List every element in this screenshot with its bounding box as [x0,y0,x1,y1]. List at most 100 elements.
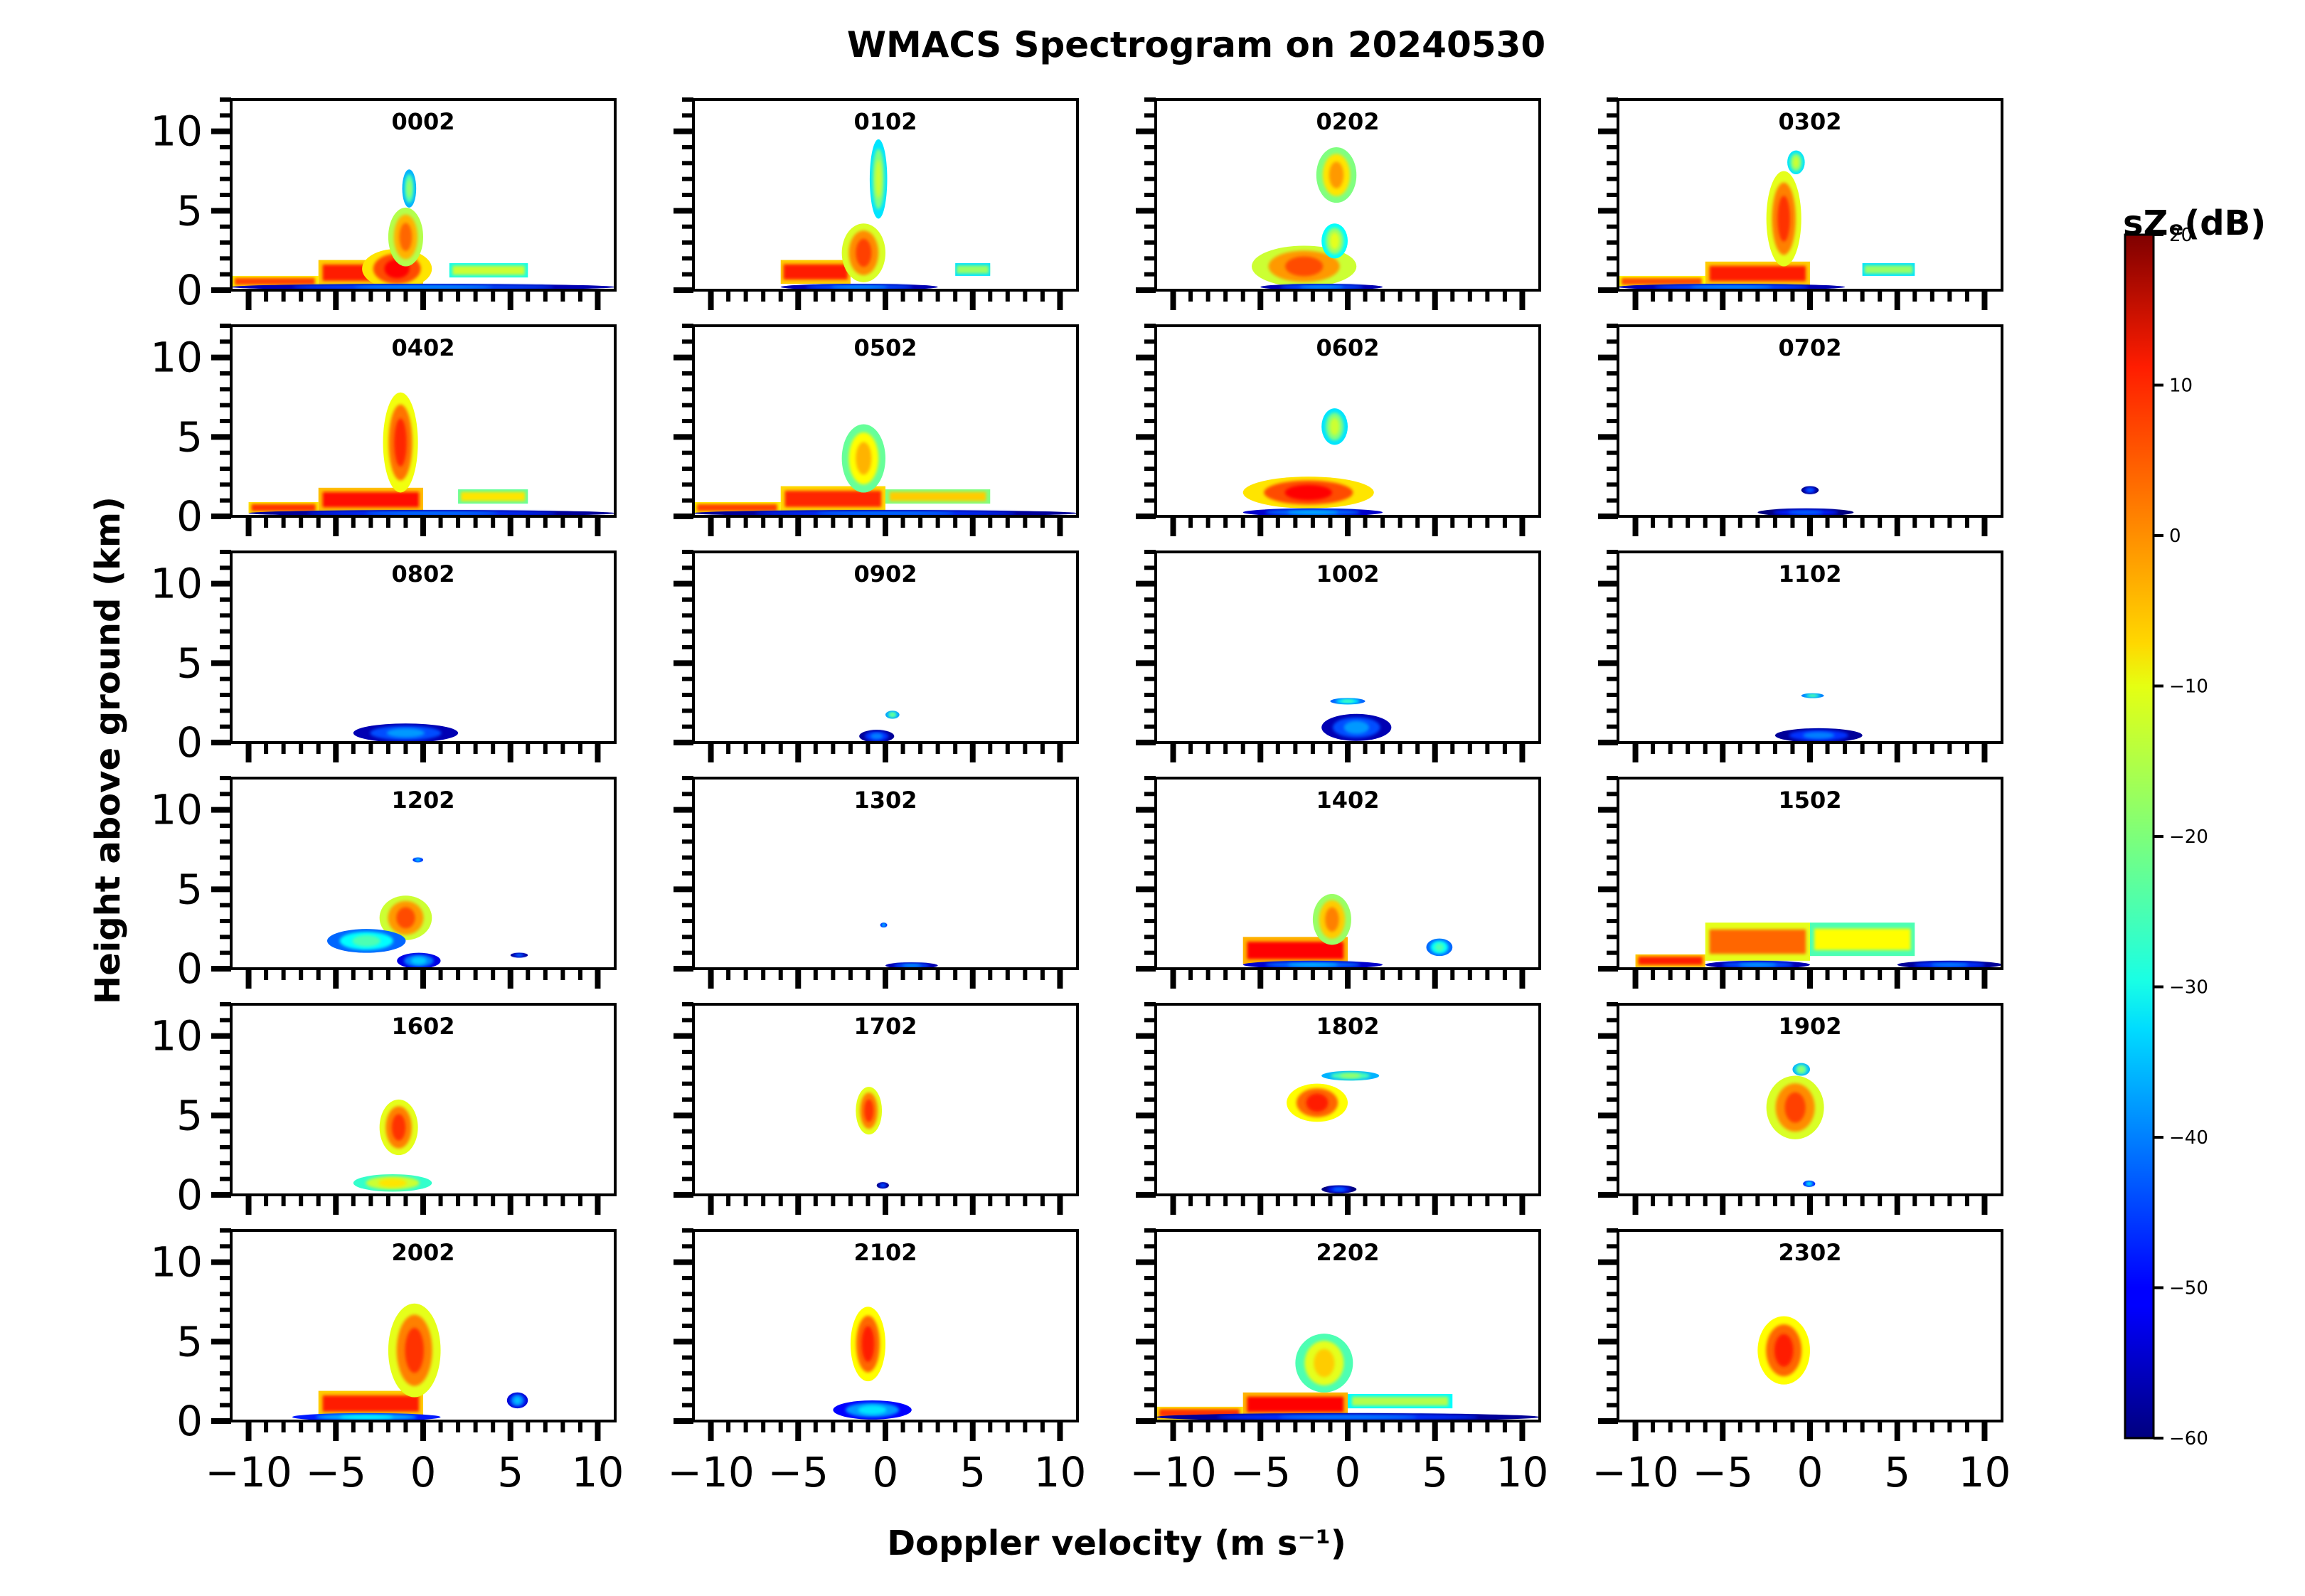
echo-core [902,964,922,967]
panel-1102: 1102 [1598,550,2003,762]
panel-echoes [231,169,615,290]
echo-core [1638,957,1703,965]
echo-region [458,489,528,504]
echo-core [415,858,420,861]
echo-region [1705,960,1810,969]
echo-region [693,501,781,514]
x-tick-label: 5 [497,1448,523,1496]
panel-1302: 1302 [674,776,1079,989]
y-tick-label: 10 [150,107,203,156]
echo-region [1242,1392,1348,1417]
panel-2102: 2102 −10 −5 0 5 10 [667,1228,1086,1496]
echo-region [388,1303,441,1398]
colorbar-tick-label: −60 [2169,1428,2208,1449]
panel-label: 1202 [391,787,454,814]
x-tick-label: 10 [1959,1448,2011,1496]
echo-core [452,265,525,275]
echo-region [1766,1075,1824,1139]
y-tick-label: 10 [150,334,203,382]
echo-region [1287,1083,1348,1122]
echo-core [394,418,407,467]
echo-core [1738,962,1777,967]
x-tick-label: −10 [205,1448,292,1496]
echo-core [366,511,499,515]
x-tick-label: 10 [572,1448,624,1496]
echo-core [1621,277,1702,285]
echo-region [1618,284,1846,290]
echo-region [1348,1394,1453,1409]
y-tick-label: 0 [176,1397,203,1445]
panel-label: 1102 [1778,560,1841,587]
x-tick-label: 0 [1335,1448,1361,1496]
echo-core [396,907,415,929]
echo-core [831,285,888,289]
echo-region [1801,693,1824,698]
echo-core [1332,1187,1346,1191]
panel-1002: 1002 [1136,550,1541,762]
echo-region [1330,698,1366,705]
y-tick-label: 10 [150,1238,203,1287]
panel-echoes [693,424,1077,516]
echo-core [1341,699,1354,703]
echo-core [513,1396,521,1405]
panel-label: 1402 [1316,787,1379,814]
echo-core [1792,156,1799,169]
echo-region [397,952,441,969]
panel-label: 0002 [391,108,454,135]
echo-core [1803,732,1835,739]
echo-region [231,284,615,290]
x-tick-label: 5 [1422,1448,1448,1496]
y-tick-label: 5 [176,1317,203,1366]
x-tick-label: 5 [959,1448,986,1496]
echo-core [1278,1415,1417,1420]
panel-label: 2102 [853,1239,917,1266]
echo-core [410,957,427,965]
panel-echoes [1242,894,1453,969]
echo-region [1803,1180,1816,1187]
panel-2202: 2202 −10 −5 0 5 10 [1129,1228,1549,1496]
x-tick-label: 5 [1884,1448,1910,1496]
echo-core [378,1179,407,1188]
panel-label: 1802 [1316,1013,1379,1040]
panel-echoes [1635,922,2002,969]
panel-label: 1602 [391,1013,454,1040]
x-tick-label: −5 [1693,1448,1754,1496]
echo-region [1792,1063,1810,1076]
y-tick-label: 5 [176,413,203,461]
echo-region [1312,894,1351,945]
echo-region [1810,922,1915,957]
echo-core [1709,929,1806,954]
echo-region [231,275,319,287]
panel-2302: 2302 −10 −5 0 5 10 [1592,1228,2011,1496]
echo-region [1787,150,1805,174]
panel-echoes [248,392,615,516]
panel-0902: 0902 [674,550,1079,762]
x-tick-label: −10 [1592,1448,1678,1496]
echo-region [850,1307,886,1382]
x-tick-label: 0 [1797,1448,1824,1496]
echo-core [784,490,882,507]
y-tick-label: 10 [150,786,203,834]
panel-1202: 1202 0 5 10 [150,776,617,993]
panel-label: 0602 [1316,334,1379,361]
echo-core [816,511,955,515]
colorbar: sZₑ(dB) 20 10 0 −10 −20 −30 −40 −50 −60 [2123,203,2266,1449]
x-tick-label: 10 [1496,1448,1549,1496]
echo-region [318,487,423,512]
y-tick-label: 5 [176,865,203,913]
panel-echoes [1618,150,1915,290]
echo-region [1321,713,1392,741]
echo-region [1705,922,1810,961]
echo-region [1897,960,2002,969]
echo-region [412,857,423,863]
y-tick-label: 5 [176,639,203,687]
echo-core [1329,232,1340,250]
echo-region [248,510,615,516]
colorbar-gauge [2124,233,2155,1440]
echo-region [1426,938,1453,957]
echo-region [869,139,888,219]
echo-core [406,179,412,198]
panel-0102: 0102 [674,97,1079,310]
y-tick-label: 0 [176,945,203,993]
